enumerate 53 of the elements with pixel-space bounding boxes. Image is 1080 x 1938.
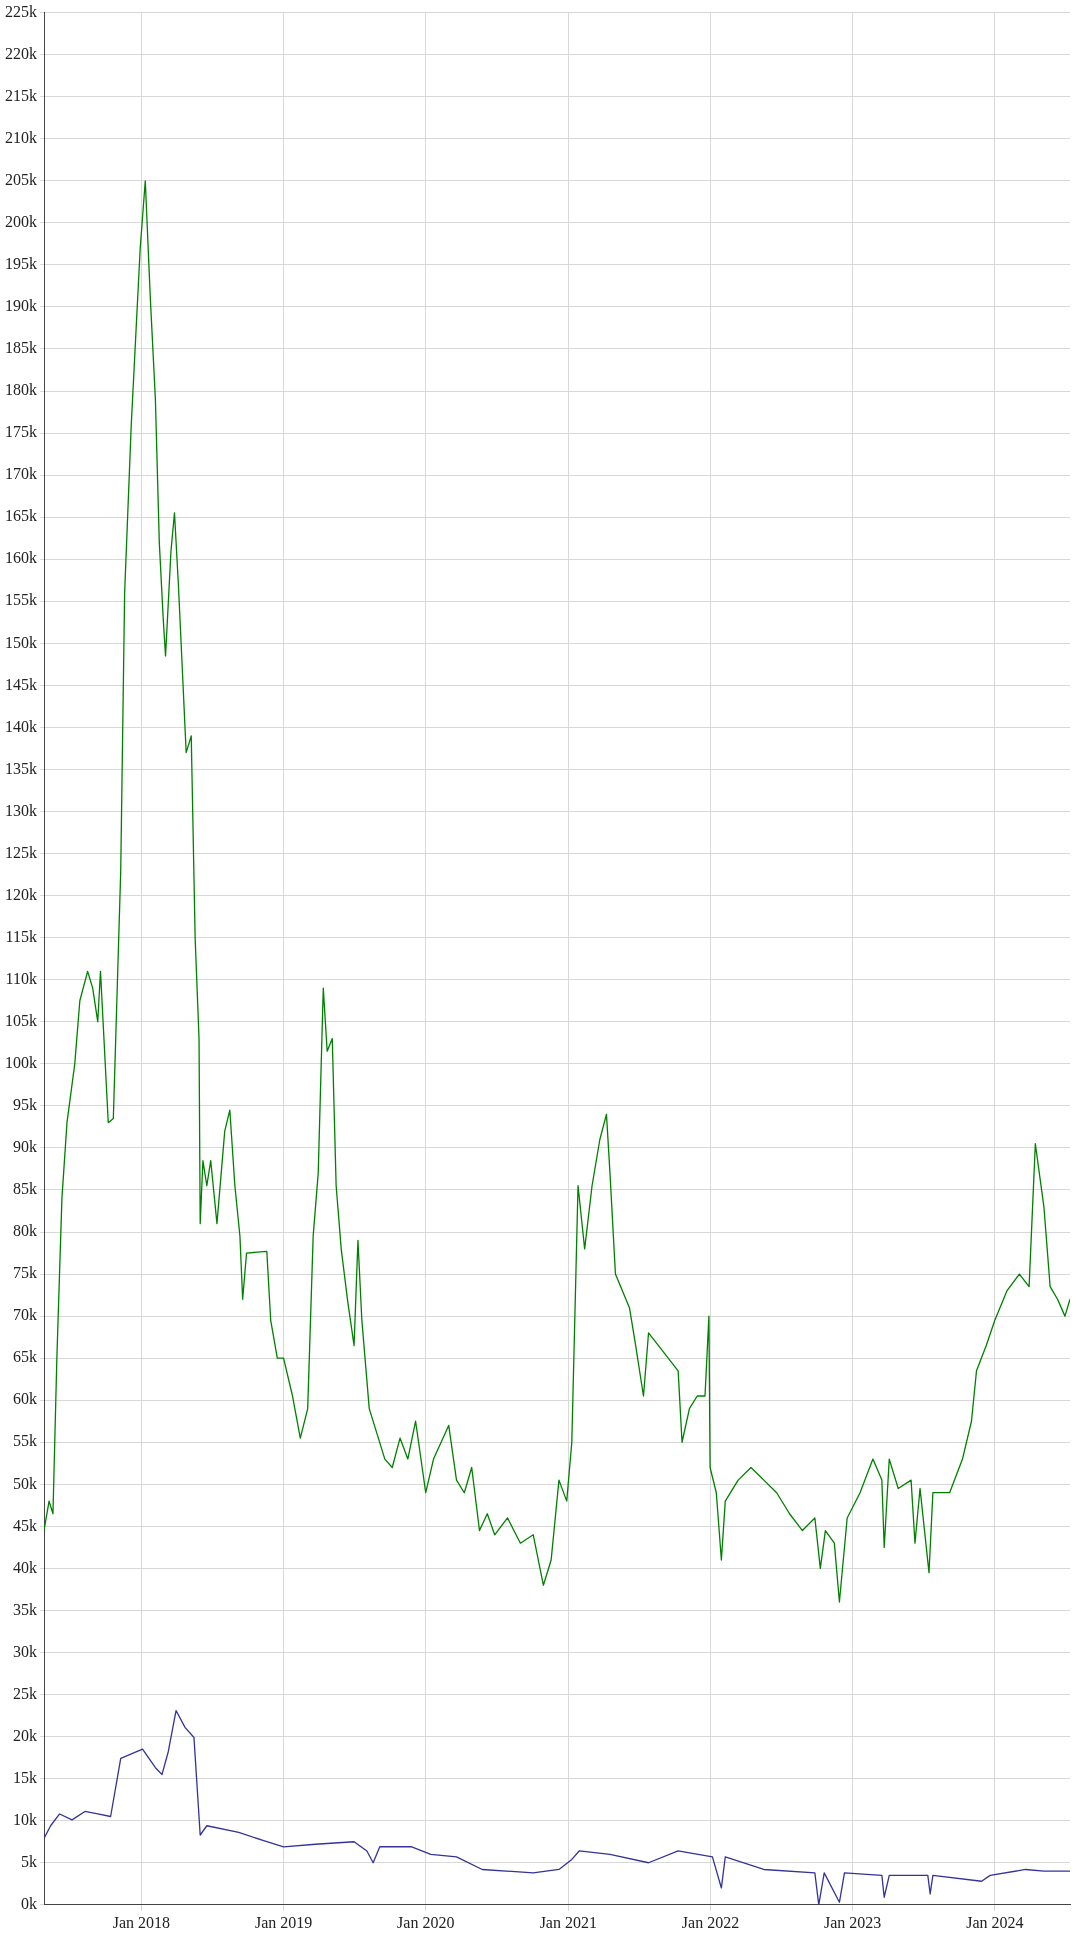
y-tick-label: 80k <box>13 1222 37 1240</box>
x-tick-label: Jan 2022 <box>681 1913 740 1931</box>
y-tick-label: 100k <box>5 1054 37 1072</box>
y-tick-label: 160k <box>5 549 37 567</box>
y-tick-label: 210k <box>5 128 37 146</box>
y-tick-label: 65k <box>13 1348 37 1366</box>
y-tick-label: 45k <box>13 1516 37 1534</box>
y-tick-label: 115k <box>5 927 37 945</box>
y-tick-label: 90k <box>13 1138 37 1156</box>
y-tick-label: 195k <box>5 255 37 273</box>
y-tick-label: 70k <box>13 1306 37 1324</box>
y-tick-label: 40k <box>13 1558 37 1576</box>
y-tick-label: 165k <box>5 507 37 525</box>
y-tick-label: 60k <box>13 1390 37 1408</box>
y-tick-label: 85k <box>13 1180 37 1198</box>
y-tick-label: 15k <box>13 1768 37 1786</box>
y-tick-label: 205k <box>5 171 37 188</box>
y-tick-label: 30k <box>13 1642 37 1660</box>
y-tick-label: 5k <box>21 1852 37 1870</box>
x-tick-label: Jan 2020 <box>397 1913 455 1931</box>
y-tick-label: 10k <box>13 1810 37 1828</box>
y-tick-label: 0k <box>21 1895 37 1912</box>
y-tick-label: 110k <box>5 969 37 987</box>
y-tick-label: 130k <box>5 801 37 819</box>
y-tick-label: 170k <box>5 465 37 483</box>
y-tick-label: 180k <box>5 381 37 399</box>
y-tick-label: 145k <box>5 675 37 693</box>
y-tick-label: 125k <box>5 843 37 861</box>
y-tick-label: 225k <box>5 2 37 20</box>
y-tick-label: 55k <box>13 1432 37 1450</box>
y-tick-label: 190k <box>5 297 37 315</box>
y-tick-label: 50k <box>13 1474 37 1492</box>
y-tick-label: 75k <box>13 1264 37 1282</box>
y-tick-label: 220k <box>5 44 37 62</box>
y-tick-label: 140k <box>5 717 37 735</box>
y-tick-label: 35k <box>13 1600 37 1618</box>
y-tick-label: 120k <box>5 885 37 903</box>
x-tick-label: Jan 2023 <box>823 1913 882 1931</box>
y-tick-label: 25k <box>13 1684 37 1702</box>
y-tick-label: 215k <box>5 86 37 104</box>
x-tick-label: Jan 2019 <box>254 1913 313 1931</box>
y-tick-label: 105k <box>5 1011 37 1029</box>
y-tick-label: 185k <box>5 339 37 357</box>
y-tick-label: 155k <box>5 591 37 609</box>
x-tick-label: Jan 2024 <box>966 1913 1024 1931</box>
y-tick-label: 175k <box>5 423 37 441</box>
y-tick-label: 200k <box>5 213 37 231</box>
x-tick-label: Jan 2021 <box>539 1913 597 1931</box>
y-tick-label: 95k <box>13 1096 37 1114</box>
y-tick-label: 20k <box>13 1726 37 1744</box>
x-tick-label: Jan 2018 <box>112 1913 171 1931</box>
y-tick-label: 135k <box>5 759 37 777</box>
y-tick-label: 150k <box>5 633 37 651</box>
